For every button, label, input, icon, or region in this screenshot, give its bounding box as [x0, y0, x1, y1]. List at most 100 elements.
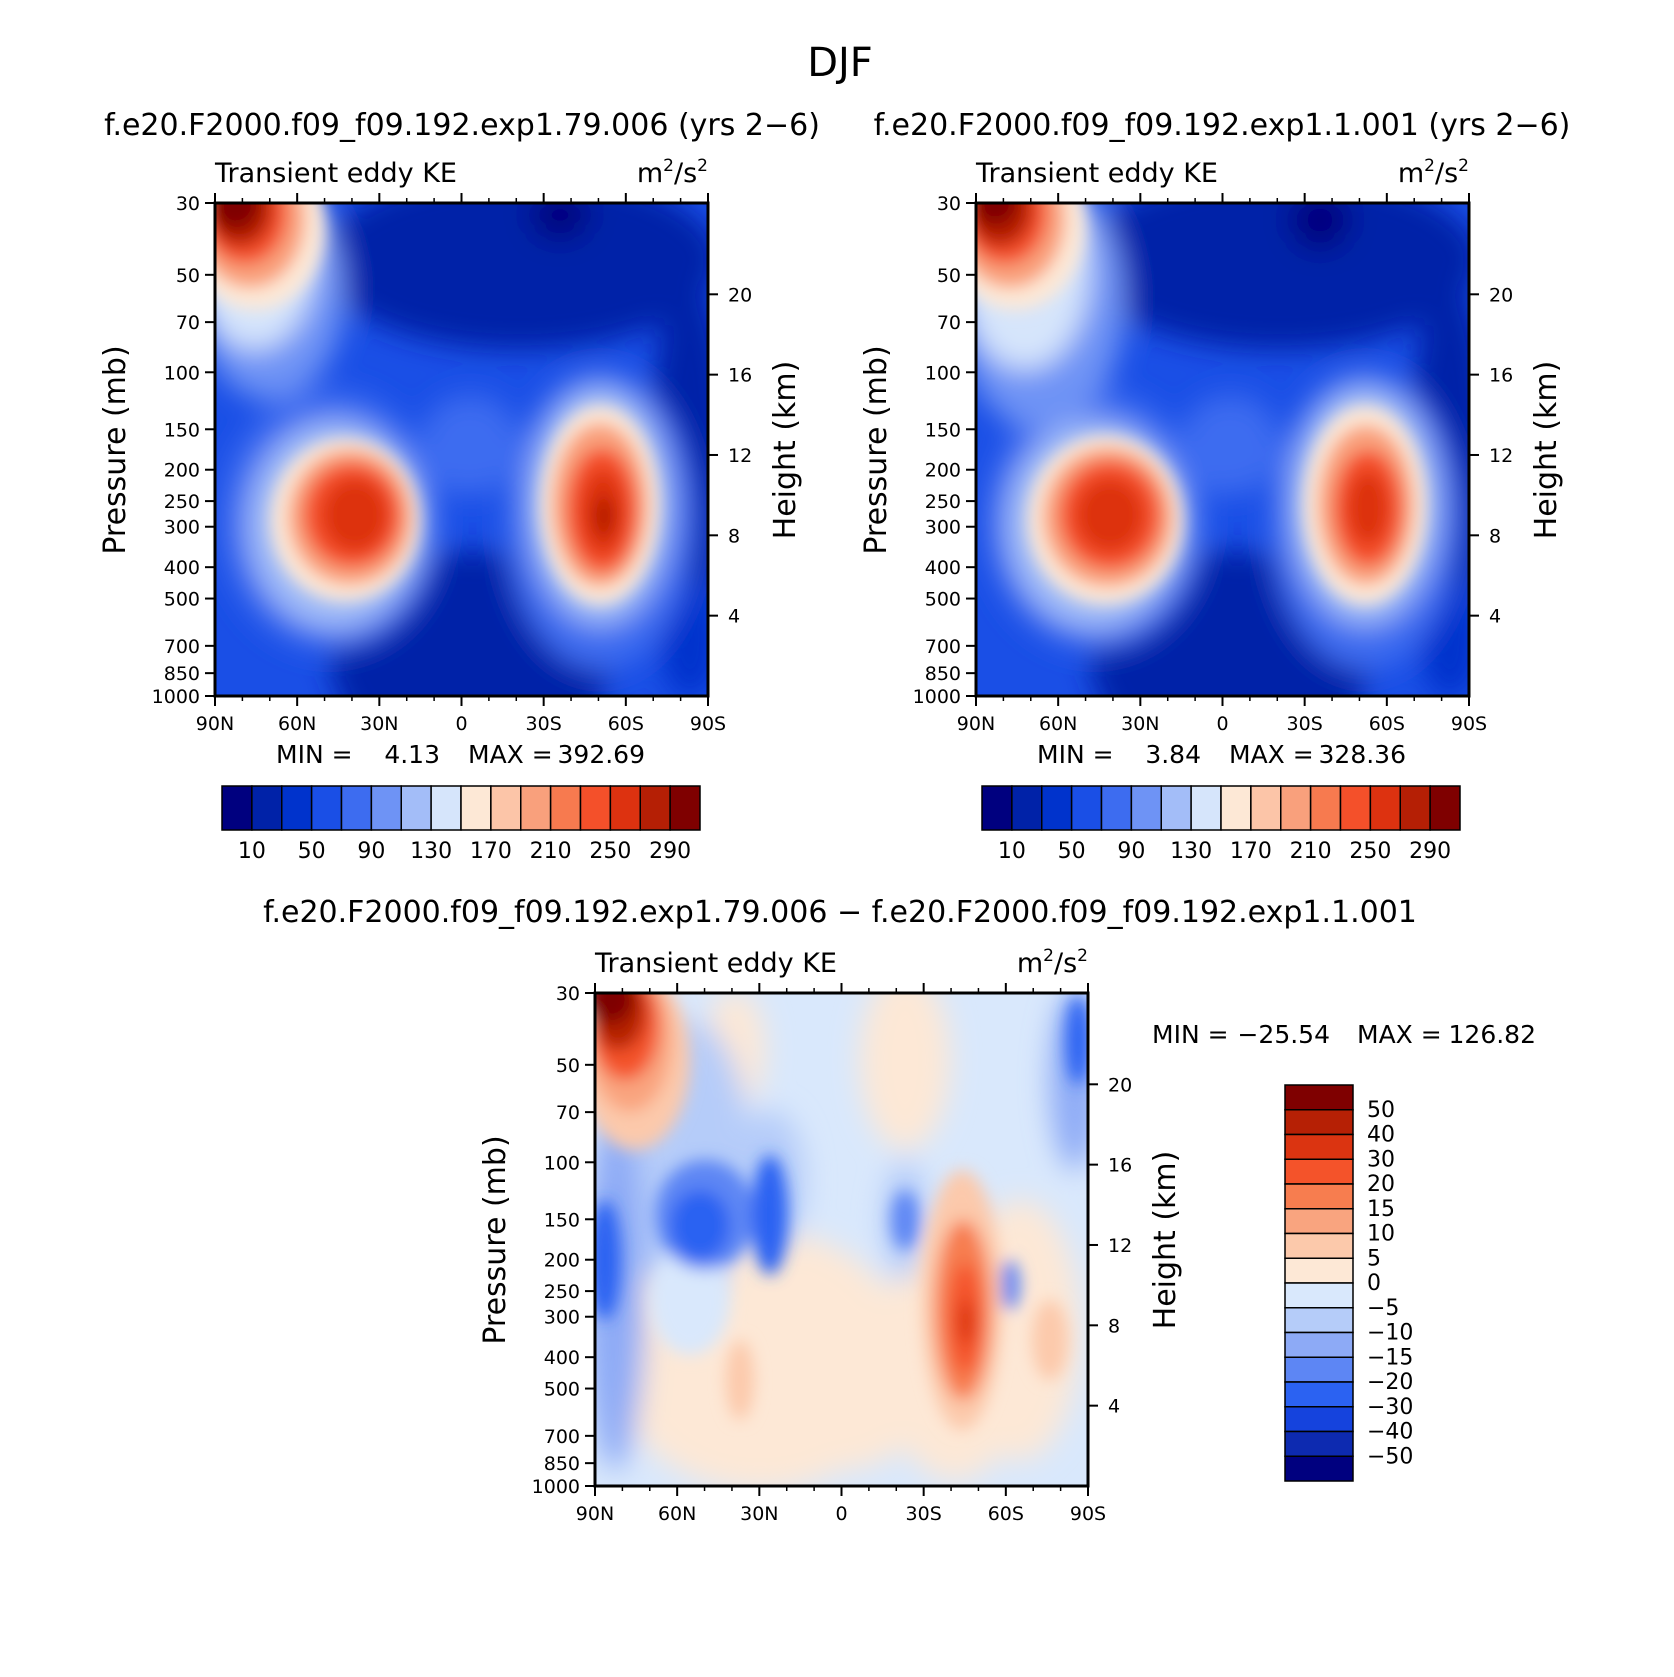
y-axis-label: Pressure (mb) [859, 345, 894, 554]
height-tick-label: 12 [1108, 1235, 1132, 1257]
max-value: 392.69 [558, 740, 645, 769]
colorbar-label: 50 [1367, 1098, 1395, 1123]
y-tick-label: 200 [164, 460, 200, 482]
colorbar-swatch [1284, 1331, 1354, 1358]
x-tick-label: 30N [360, 713, 398, 735]
colorbar-label: 15 [1367, 1197, 1395, 1222]
x-tick-label: 30S [526, 713, 562, 735]
colorbar-swatch [310, 785, 343, 831]
colorbar-swatch [400, 785, 432, 831]
y-tick-label: 100 [925, 362, 961, 384]
y-tick-label: 250 [925, 491, 961, 513]
y-tick-label: 500 [544, 1379, 580, 1401]
colorbar-label: −15 [1367, 1345, 1413, 1370]
contour-field [595, 993, 1088, 1486]
colorbar-swatch [1011, 785, 1043, 831]
colorbar-swatch [981, 785, 1013, 831]
x-tick-label: 60S [1369, 713, 1405, 735]
colorbar-swatch [1284, 1381, 1354, 1408]
x-tick-label: 30S [906, 1503, 942, 1525]
y-tick-label: 250 [544, 1281, 580, 1303]
colorbar-swatch [1041, 785, 1073, 831]
height-tick-label: 4 [1108, 1396, 1120, 1418]
min-value: 3.84 [1145, 740, 1201, 769]
colorbar-swatch [1284, 1133, 1354, 1160]
colorbar-swatch [1284, 1084, 1354, 1111]
y-tick-label: 30 [176, 193, 200, 215]
y-tick-label: 50 [937, 265, 961, 287]
x-tick-label: 60S [988, 1503, 1024, 1525]
y-tick-label: 700 [544, 1426, 580, 1448]
colorbar-swatch [430, 785, 462, 831]
panel-subtitle: f.e20.F2000.f09_f09.192.exp1.79.006 − f.… [263, 895, 1417, 930]
min-label: MIN = [1152, 1020, 1229, 1049]
colorbar-swatch [1190, 785, 1222, 831]
x-tick-label: 30N [1121, 713, 1159, 735]
colorbar-label: 0 [1367, 1271, 1381, 1296]
y-tick-label: 30 [556, 983, 580, 1005]
height-tick-label: 8 [1108, 1315, 1120, 1337]
colorbar-swatch [1284, 1257, 1354, 1284]
x-tick-label: 90N [196, 713, 234, 735]
colorbar-swatch [1339, 785, 1372, 831]
x-tick-label: 90N [576, 1503, 614, 1525]
y-tick-label: 850 [544, 1453, 580, 1475]
colorbar-swatch [1284, 1406, 1354, 1433]
colorbar-label: 5 [1367, 1246, 1381, 1271]
colorbar-label: 210 [530, 839, 572, 864]
colorbar-label: 50 [298, 839, 326, 864]
x-tick-label: 0 [455, 713, 467, 735]
contour-field [215, 203, 708, 696]
y-tick-label: 200 [544, 1250, 580, 1272]
colorbar-swatch [1284, 1183, 1354, 1210]
height-tick-label: 12 [1489, 445, 1513, 467]
colorbar-swatch [609, 785, 641, 831]
y-tick-label: 70 [556, 1102, 580, 1124]
colorbar-label: 90 [357, 839, 385, 864]
y-tick-label: 100 [544, 1152, 580, 1174]
panel-left-label: Transient eddy KE [214, 158, 457, 189]
panel-3: f.e20.F2000.f09_f09.192.exp1.79.006 − f.… [263, 895, 1536, 1525]
colorbar-label: 170 [1230, 839, 1272, 864]
height-tick-label: 4 [728, 606, 740, 628]
height-tick-label: 8 [1489, 525, 1501, 547]
colorbar-swatch [221, 785, 253, 831]
colorbar-swatch [1284, 1158, 1354, 1185]
height-tick-label: 8 [728, 525, 740, 547]
y-tick-label: 400 [544, 1347, 580, 1369]
colorbar-swatch [1284, 1430, 1354, 1457]
colorbar-swatch [1309, 785, 1342, 831]
colorbar-label: −50 [1367, 1444, 1413, 1469]
colorbar-swatch [1399, 785, 1431, 831]
colorbar-label: 90 [1117, 839, 1145, 864]
x-tick-label: 0 [835, 1503, 847, 1525]
min-max-readout: MIN = 4.13 MAX = 392.69 [276, 740, 645, 769]
x-tick-label: 60N [658, 1503, 696, 1525]
colorbar: 10 50 90 130 170 210 250 290 [981, 785, 1461, 864]
y-axis-right-label: Height (km) [1148, 1151, 1183, 1330]
colorbar-label: 40 [1367, 1123, 1395, 1148]
colorbar-label: 20 [1367, 1172, 1395, 1197]
colorbar-swatch [1070, 785, 1103, 831]
y-tick-label: 200 [925, 460, 961, 482]
colorbar-swatch [490, 785, 522, 831]
y-tick-label: 1000 [913, 686, 961, 708]
y-tick-label: 30 [937, 193, 961, 215]
colorbar-label: 290 [1409, 839, 1451, 864]
colorbar-swatch [1160, 785, 1192, 831]
y-tick-label: 500 [925, 589, 961, 611]
height-tick-label: 12 [728, 445, 752, 467]
height-tick-label: 16 [1489, 365, 1513, 387]
colorbar-label: 250 [589, 839, 631, 864]
y-tick-label: 1000 [152, 686, 200, 708]
y-tick-label: 1000 [532, 1476, 580, 1498]
y-tick-label: 850 [925, 663, 961, 685]
y-tick-label: 300 [164, 517, 200, 539]
colorbar-label: 10 [998, 839, 1026, 864]
y-tick-label: 50 [176, 265, 200, 287]
colorbar-swatch [281, 785, 313, 831]
x-tick-label: 90S [690, 713, 726, 735]
